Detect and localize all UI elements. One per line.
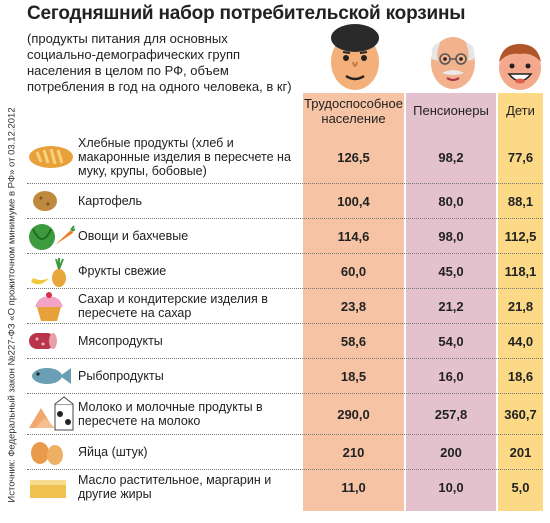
table-row: Молоко и молочные продукты в пересчете н…	[27, 394, 543, 434]
row-divider	[27, 469, 543, 470]
fish-icon	[32, 368, 71, 384]
adult-face-icon	[331, 24, 379, 90]
potato-icon	[33, 191, 57, 211]
value-working: 290,0	[337, 406, 370, 422]
row-label: Хлебные продукты (хлеб и макаронные изде…	[78, 136, 291, 178]
value-children: 112,5	[504, 228, 537, 244]
butter-icon	[30, 480, 66, 498]
value-pensioners: 80,0	[438, 193, 464, 209]
row-divider	[27, 288, 543, 289]
header-children: Дети	[506, 103, 535, 118]
source-note-container: Источник: Федеральный закон №227-ФЗ «О п…	[2, 95, 22, 515]
row-label: Фрукты свежие	[78, 264, 167, 278]
value-pensioners: 54,0	[438, 333, 464, 349]
value-working: 11,0	[341, 479, 366, 495]
row-label: Сахар и кондитерские изделия в пересчете…	[78, 292, 268, 320]
value-pensioners: 98,0	[438, 228, 464, 244]
header-working: Трудоспособное население	[304, 95, 403, 126]
value-children: 118,1	[504, 263, 537, 279]
page-title: Сегодняшний набор потребительской корзин…	[27, 3, 466, 24]
row-divider	[27, 323, 543, 324]
value-working: 126,5	[337, 149, 370, 165]
value-pensioners: 21,2	[438, 298, 464, 314]
row-divider	[27, 253, 543, 254]
column-pensioners-bg	[406, 93, 496, 511]
watermelon-carrot-icon	[29, 224, 75, 250]
value-working: 60,0	[340, 263, 367, 279]
value-pensioners: 257,8	[434, 406, 468, 422]
value-pensioners: 200	[440, 444, 462, 460]
value-pensioners: 10,0	[438, 479, 464, 495]
row-label: Картофель	[78, 194, 143, 208]
value-pensioners: 45,0	[438, 263, 464, 279]
value-pensioners: 98,2	[438, 149, 464, 165]
value-children: 44,0	[507, 333, 534, 349]
bread-icon	[29, 146, 73, 168]
row-label: Масло растительное, маргарин и другие жи…	[78, 473, 272, 501]
table-row: Хлебные продукты (хлеб и макаронные изде…	[27, 132, 543, 182]
cupcake-icon	[35, 292, 63, 321]
row-label: Рыбопродукты	[78, 369, 164, 383]
table-row: Мясопродукты 58,6 54,0 44,0	[27, 324, 543, 358]
row-divider	[27, 434, 543, 435]
value-working: 114,6	[337, 228, 370, 244]
value-children: 77,6	[507, 149, 534, 165]
row-divider	[27, 218, 543, 219]
child-face-icon	[499, 44, 541, 90]
header-pensioners: Пенсионеры	[413, 103, 489, 118]
row-divider	[27, 183, 543, 184]
sausage-icon	[29, 333, 57, 349]
elderly-face-icon	[431, 37, 475, 89]
column-children-bg	[498, 93, 543, 511]
table-row: Яйца (штук) 210 200 201	[27, 435, 543, 469]
value-working: 23,8	[340, 298, 367, 314]
eggs-icon	[31, 442, 63, 465]
value-children: 21,8	[507, 298, 534, 314]
fruit-icon	[31, 258, 66, 287]
value-children: 88,1	[507, 193, 534, 209]
table-row: Масло растительное, маргарин и другие жи…	[27, 470, 543, 504]
table-row: Сахар и кондитерские изделия в пересчете…	[27, 289, 543, 323]
table-row: Овощи и бахчевые 114,6 98,0 112,5	[27, 219, 543, 253]
row-divider	[27, 358, 543, 359]
row-divider	[27, 393, 543, 394]
milk-cheese-icon	[29, 396, 74, 431]
row-label: Молоко и молочные продукты в пересчете н…	[78, 400, 263, 428]
value-children: 360,7	[504, 406, 537, 422]
value-pensioners: 16,0	[438, 368, 464, 384]
subtitle: (продукты питания для основных социально…	[27, 31, 292, 94]
value-working: 210	[342, 444, 365, 460]
row-label: Яйца (штук)	[78, 445, 148, 459]
column-working-bg	[303, 93, 404, 511]
value-children: 5,0	[511, 479, 530, 495]
table-row: Рыбопродукты 18,5 16,0 18,6	[27, 359, 543, 393]
table-row: Фрукты свежие 60,0 45,0 118,1	[27, 254, 543, 288]
value-working: 18,5	[340, 368, 367, 384]
value-children: 18,6	[507, 368, 534, 384]
value-working: 58,6	[340, 333, 367, 349]
table-row: Картофель 100,4 80,0 88,1	[27, 184, 543, 218]
row-label: Мясопродукты	[78, 334, 163, 348]
source-note: Источник: Федеральный закон №227-ФЗ «О п…	[6, 107, 18, 503]
value-working: 100,4	[337, 193, 370, 209]
value-children: 201	[509, 444, 532, 460]
row-label: Овощи и бахчевые	[78, 229, 189, 243]
